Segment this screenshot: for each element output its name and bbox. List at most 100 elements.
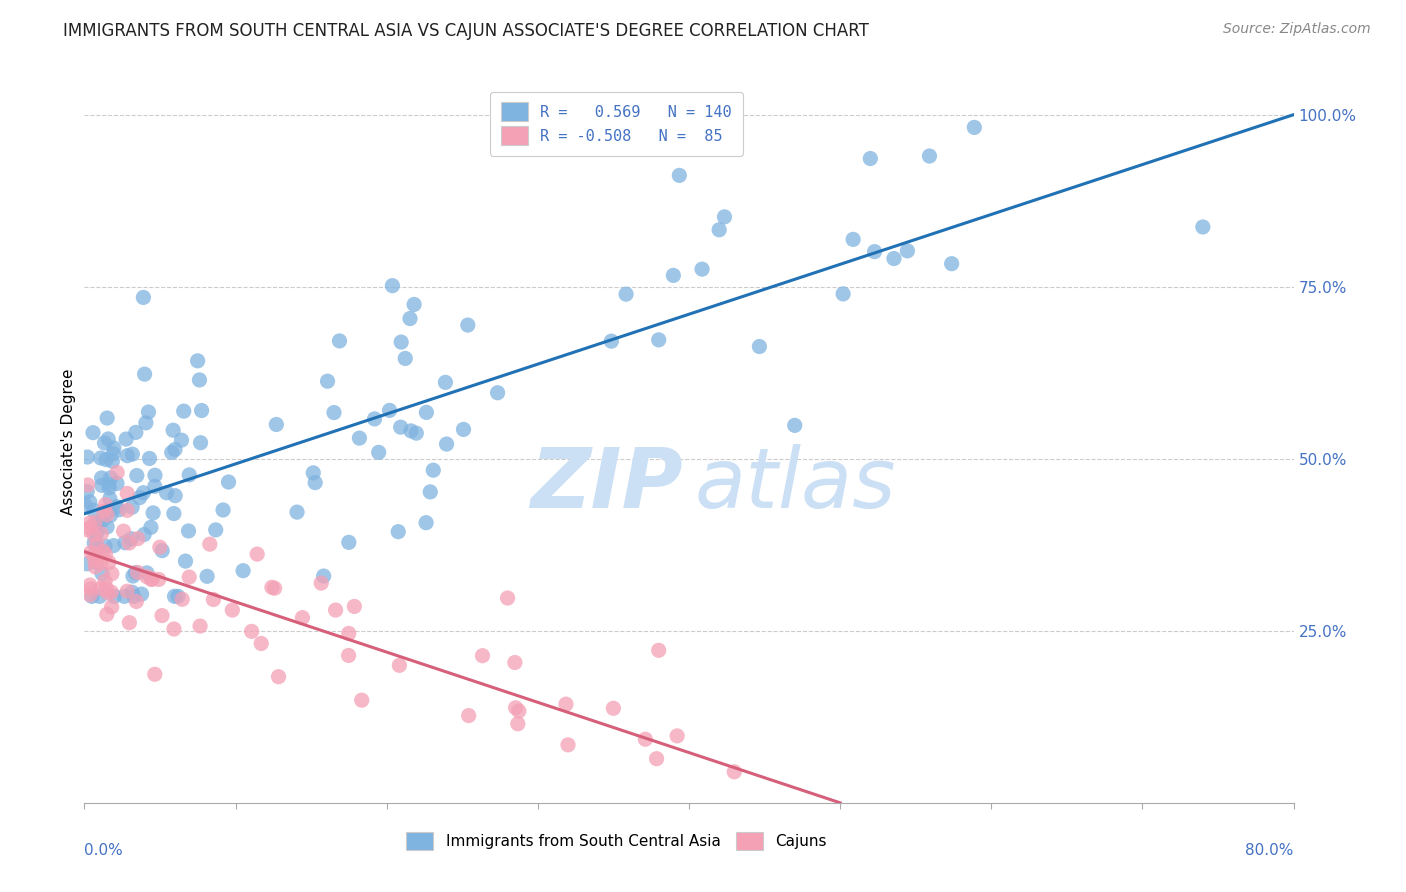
Point xyxy=(312,569,335,583)
Point xyxy=(98,481,121,495)
Text: 80.0%: 80.0% xyxy=(1246,843,1294,857)
Point xyxy=(173,404,195,418)
Point xyxy=(112,524,135,538)
Point xyxy=(783,418,806,433)
Point xyxy=(86,526,108,541)
Point xyxy=(76,484,98,499)
Point xyxy=(115,503,138,517)
Point xyxy=(505,700,527,714)
Point xyxy=(155,485,177,500)
Point xyxy=(486,385,509,400)
Point xyxy=(266,417,288,432)
Point xyxy=(112,590,135,604)
Point xyxy=(177,524,200,538)
Point xyxy=(115,584,138,599)
Point xyxy=(125,425,148,440)
Point xyxy=(415,405,437,419)
Point xyxy=(100,599,122,614)
Point xyxy=(83,535,105,549)
Point xyxy=(143,479,166,493)
Point xyxy=(142,506,165,520)
Point xyxy=(496,591,519,605)
Point xyxy=(108,502,131,516)
Point xyxy=(198,537,221,551)
Point xyxy=(101,454,124,468)
Point xyxy=(557,738,579,752)
Point xyxy=(662,268,685,283)
Point xyxy=(122,569,145,583)
Point xyxy=(202,592,225,607)
Point xyxy=(378,403,401,417)
Point xyxy=(114,535,136,549)
Point xyxy=(179,467,201,482)
Point xyxy=(337,535,360,549)
Point xyxy=(162,423,184,437)
Point xyxy=(105,476,128,491)
Point xyxy=(96,581,118,595)
Point xyxy=(309,576,332,591)
Point xyxy=(404,297,426,311)
Point xyxy=(83,528,105,542)
Point xyxy=(163,622,186,636)
Point xyxy=(120,532,142,546)
Point xyxy=(131,587,153,601)
Point xyxy=(165,489,187,503)
Text: 0.0%: 0.0% xyxy=(84,843,124,857)
Point xyxy=(232,564,254,578)
Point xyxy=(246,547,269,561)
Point xyxy=(91,514,114,528)
Point xyxy=(132,290,155,304)
Point xyxy=(105,466,128,480)
Point xyxy=(260,580,283,594)
Point xyxy=(132,485,155,500)
Point xyxy=(709,223,731,237)
Point xyxy=(96,411,118,425)
Point xyxy=(399,424,422,438)
Point xyxy=(141,573,163,587)
Point xyxy=(434,376,457,390)
Point xyxy=(76,523,98,537)
Point xyxy=(138,405,160,419)
Point xyxy=(90,478,112,492)
Point xyxy=(91,544,114,558)
Point xyxy=(405,426,427,441)
Point xyxy=(195,569,218,583)
Point xyxy=(149,540,172,554)
Point xyxy=(143,468,166,483)
Point xyxy=(302,466,325,480)
Point xyxy=(221,603,243,617)
Point xyxy=(96,520,118,534)
Point xyxy=(163,590,186,604)
Point xyxy=(748,339,770,353)
Point xyxy=(648,333,671,347)
Point xyxy=(263,581,285,595)
Point xyxy=(204,523,226,537)
Point xyxy=(367,445,389,459)
Point xyxy=(666,729,689,743)
Point xyxy=(285,505,308,519)
Point xyxy=(86,516,108,530)
Point xyxy=(97,432,120,446)
Point xyxy=(188,373,211,387)
Point xyxy=(98,491,121,506)
Point xyxy=(328,334,350,348)
Point xyxy=(363,412,385,426)
Point xyxy=(86,537,108,551)
Point xyxy=(859,152,882,166)
Point xyxy=(115,432,138,446)
Point xyxy=(124,566,146,580)
Point xyxy=(93,504,115,518)
Point xyxy=(337,626,360,640)
Point xyxy=(84,554,107,568)
Point xyxy=(87,541,110,556)
Point xyxy=(94,498,117,512)
Point xyxy=(80,582,103,596)
Point xyxy=(96,508,118,522)
Point xyxy=(387,524,409,539)
Point xyxy=(602,701,624,715)
Point xyxy=(267,670,290,684)
Y-axis label: Associate's Degree: Associate's Degree xyxy=(60,368,76,515)
Point xyxy=(150,543,173,558)
Point xyxy=(121,585,143,599)
Point xyxy=(80,545,103,559)
